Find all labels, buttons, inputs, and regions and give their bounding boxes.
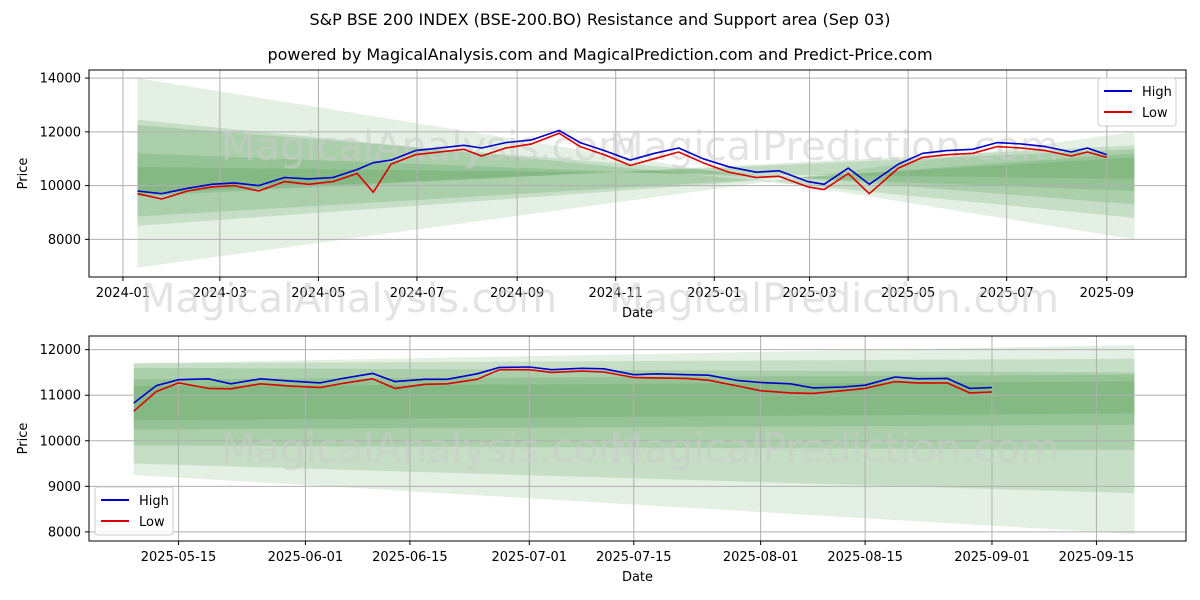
y-tick-label: 10000 bbox=[40, 434, 81, 449]
x-tick-label: 2025-03 bbox=[782, 286, 836, 301]
x-tick-label: 2025-09-15 bbox=[1059, 550, 1135, 565]
x-tick-label: 2025-07-01 bbox=[492, 550, 568, 565]
watermark-analysis: MagicalAnalysis.com bbox=[221, 426, 637, 472]
band-3 bbox=[137, 125, 1135, 217]
x-tick-label: 2024-03 bbox=[193, 286, 247, 301]
x-tick-label: 2024-05 bbox=[291, 286, 345, 301]
legend-label-high: High bbox=[1142, 85, 1172, 100]
legend: High Low bbox=[1097, 77, 1177, 127]
x-tick-label: 2024-01 bbox=[96, 286, 150, 301]
x-tick-label: 2024-07 bbox=[390, 286, 444, 301]
band-2 bbox=[137, 119, 1135, 226]
x-tick-label: 2025-01 bbox=[687, 286, 741, 301]
x-tick-label: 2025-06-01 bbox=[268, 550, 344, 565]
chart-panel-2: 2025-05-15 2025-06-01 2025-06-15 2025-07-01… bbox=[16, 335, 1187, 585]
legend-label-low: Low bbox=[1142, 106, 1168, 121]
y-tick-label: 12000 bbox=[40, 343, 81, 358]
y-tick-label: 9000 bbox=[48, 480, 81, 495]
watermark-prediction: MagicalPrediction.com bbox=[609, 124, 1059, 170]
y-tick-label: 8000 bbox=[48, 525, 81, 540]
x-tick-label: 2025-09-01 bbox=[954, 550, 1030, 565]
legend-label-high: High bbox=[139, 494, 169, 509]
watermark-analysis: MagicalAnalysis.com bbox=[141, 276, 557, 322]
x-tick-label: 2025-07 bbox=[980, 286, 1034, 301]
series-line-high bbox=[137, 129, 1108, 195]
series-line-high bbox=[133, 366, 993, 404]
series-line-low bbox=[133, 368, 993, 412]
band-5 bbox=[137, 149, 1135, 194]
plot-frame bbox=[88, 69, 1187, 278]
x-tick-label: 2025-08-15 bbox=[827, 550, 903, 565]
y-axis-label: Price bbox=[16, 158, 31, 190]
y-axis-label: Price bbox=[16, 423, 31, 455]
watermark-prediction: MagicalPrediction.com bbox=[609, 276, 1059, 322]
x-tick-label: 2025-06-15 bbox=[372, 550, 448, 565]
band-group bbox=[137, 78, 1135, 268]
series-line-low bbox=[137, 132, 1108, 200]
x-axis-label: Date bbox=[622, 570, 653, 585]
x-tick-label: 2025-07-15 bbox=[596, 550, 672, 565]
x-axis-label: Date bbox=[622, 306, 653, 321]
y-tick-label: 14000 bbox=[40, 72, 81, 87]
band-1 bbox=[137, 78, 1135, 268]
x-tick-label: 2025-05 bbox=[881, 286, 935, 301]
y-tick-label: 12000 bbox=[40, 125, 81, 140]
x-tick-label: 2024-09 bbox=[490, 286, 544, 301]
x-tick-label: 2025-05-15 bbox=[141, 550, 217, 565]
x-tick-label: 2025-08-01 bbox=[723, 550, 799, 565]
chart-title: S&P BSE 200 INDEX (BSE-200.BO) Resistanc… bbox=[309, 10, 891, 29]
chart-panel-1: 2024-01 2024-03 2024-05 2024-07 2024-09 2024-… bbox=[16, 69, 1187, 322]
y-tick-label: 11000 bbox=[40, 389, 81, 404]
y-tick-label: 8000 bbox=[48, 233, 81, 248]
x-tick-label: 2025-09 bbox=[1080, 286, 1134, 301]
legend-label-low: Low bbox=[139, 515, 165, 530]
x-tick-label: 2024-11 bbox=[589, 286, 643, 301]
y-tick-label: 10000 bbox=[40, 179, 81, 194]
band-4 bbox=[137, 145, 1135, 197]
legend: High Low bbox=[94, 486, 174, 536]
watermark-prediction: MagicalPrediction.com bbox=[609, 426, 1059, 472]
chart-subtitle: powered by MagicalAnalysis.com and Magic… bbox=[267, 45, 933, 64]
plot-frame bbox=[88, 335, 1187, 542]
watermark-analysis: MagicalAnalysis.com bbox=[221, 124, 637, 170]
